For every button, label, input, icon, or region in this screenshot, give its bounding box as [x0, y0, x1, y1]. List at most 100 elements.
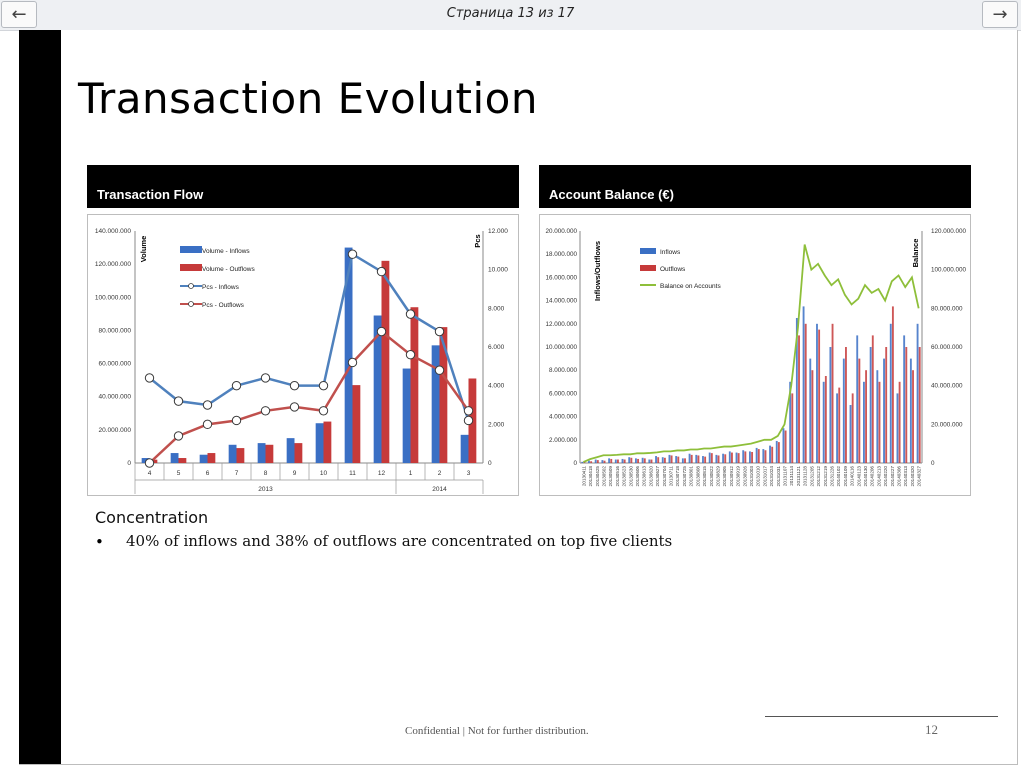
bar-outflows: [617, 459, 619, 463]
bar-outflows: [663, 457, 666, 463]
point-pcs-outflows: [173, 431, 184, 441]
point-pcs-inflows: [463, 415, 474, 426]
bar-volume-inflows: [170, 453, 179, 463]
bar-inflows: [601, 460, 604, 463]
y-tick-label: 8.000.000: [549, 367, 578, 374]
x-tick-label: 3: [467, 470, 471, 477]
bar-outflows: [804, 323, 807, 463]
bar-outflows: [891, 306, 894, 463]
x-tick-label: 20131226: [829, 466, 834, 487]
y-tick-label: 60.000.000: [98, 361, 131, 368]
next-page-button[interactable]: →: [982, 1, 1018, 28]
slide: Transaction Evolution Transaction Flow A…: [19, 30, 1018, 765]
footer-confidential: Confidential | Not for further distribut…: [405, 725, 589, 737]
y-tick-label: 12.000.000: [545, 321, 577, 328]
bar-volume-inflows: [286, 438, 295, 463]
bar-inflows: [883, 358, 885, 463]
point-pcs-inflows: [144, 373, 155, 383]
x-tick-label: 20130725: [682, 466, 687, 487]
bar-outflows: [731, 452, 733, 463]
x-tick-label: 20140306: [897, 466, 902, 487]
x-tick-label: 1: [409, 470, 413, 477]
bar-outflows: [684, 458, 686, 463]
bar-outflows: [918, 347, 921, 463]
y-tick-label: 0: [127, 460, 131, 467]
y-axis-label: Inflows/Outflows: [593, 241, 602, 301]
bar-outflows: [637, 458, 640, 463]
bar-volume-inflows: [315, 423, 324, 463]
x-tick-label: 20140213: [876, 466, 881, 487]
bar-outflows: [831, 323, 834, 463]
x-tick-label: 5: [177, 470, 181, 477]
y-tick-label: 120.000.000: [95, 261, 132, 268]
concentration-bullet-text: 40% of inflows and 38% of outflows are c…: [126, 532, 673, 550]
previous-page-button[interactable]: ←: [1, 1, 37, 28]
bar-outflows: [784, 430, 787, 463]
y-tick-label: 2.000.000: [549, 437, 578, 444]
bar-inflows: [681, 458, 684, 463]
point-pcs-outflows: [405, 350, 416, 360]
x-tick-label: 20130919: [736, 466, 741, 487]
x-tick-label: 20131212: [816, 466, 821, 487]
bar-volume-outflows: [236, 448, 245, 463]
bar-outflows: [905, 347, 908, 463]
y2-tick-label: 100.000.000: [931, 267, 967, 274]
bar-inflows: [816, 323, 818, 463]
bar-volume-outflows: [381, 260, 390, 463]
point-pcs-outflows: [463, 406, 474, 416]
bar-inflows: [735, 452, 738, 463]
bar-outflows: [630, 457, 633, 463]
bar-inflows: [588, 460, 590, 463]
x-tick-label: 20131114: [789, 466, 794, 486]
bar-inflows: [702, 456, 704, 463]
x-tick-label: 10: [320, 470, 328, 477]
bar-inflows: [916, 323, 919, 463]
point-pcs-outflows: [144, 458, 155, 468]
bar-outflows: [878, 381, 881, 463]
bar-outflows: [757, 449, 760, 463]
bar-inflows: [715, 454, 718, 463]
x-tick-label: 20130912: [729, 466, 734, 487]
legend-label: Pcs - Outflows: [202, 302, 245, 309]
x-tick-label: 20130829: [715, 466, 720, 487]
slide-page-number: 12: [925, 722, 938, 737]
point-pcs-outflows: [202, 419, 213, 430]
x-tick-label: 20140116: [850, 466, 855, 487]
x-tick-label: 20130613: [642, 466, 647, 487]
bar-outflows: [690, 454, 693, 463]
x-tick-label: 12: [378, 470, 386, 477]
bar-inflows: [675, 456, 678, 463]
bar-inflows: [762, 449, 765, 463]
y-tick-label: 140.000.000: [95, 228, 132, 235]
bar-outflows: [818, 329, 821, 463]
bar-inflows: [594, 459, 597, 463]
arrow-left-icon: ←: [11, 4, 27, 25]
bar-outflows: [871, 335, 874, 463]
bar-volume-inflows: [431, 345, 440, 463]
y-tick-label: 14.000.000: [545, 298, 577, 305]
point-pcs-outflows: [376, 326, 387, 337]
point-pcs-inflows: [289, 380, 300, 391]
bar-outflows: [737, 453, 740, 463]
point-pcs-inflows: [260, 373, 271, 383]
y2-tick-label: 120.000.000: [931, 228, 967, 235]
x-tick-label: 20131219: [823, 466, 828, 487]
legend-marker: [188, 301, 194, 307]
bar-outflows: [912, 370, 914, 463]
bar-outflows: [643, 458, 646, 463]
line-balance-on-accounts: [582, 244, 920, 463]
bar-outflows: [798, 335, 800, 463]
x-tick-label: 20130523: [622, 466, 627, 487]
bar-volume-inflows: [257, 443, 266, 463]
bar-inflows: [775, 440, 778, 463]
y-axis-label: Volume: [139, 236, 148, 263]
x-tick-label: 9: [293, 470, 297, 477]
bar-volume-outflows: [323, 421, 332, 463]
bar-inflows: [809, 358, 812, 463]
y2-tick-label: 4.000: [488, 383, 505, 390]
point-pcs-outflows: [289, 402, 300, 412]
bar-volume-inflows: [199, 454, 208, 463]
bar-volume-outflows: [265, 444, 274, 463]
y-tick-label: 6.000.000: [549, 390, 578, 397]
bar-outflows: [710, 453, 713, 463]
